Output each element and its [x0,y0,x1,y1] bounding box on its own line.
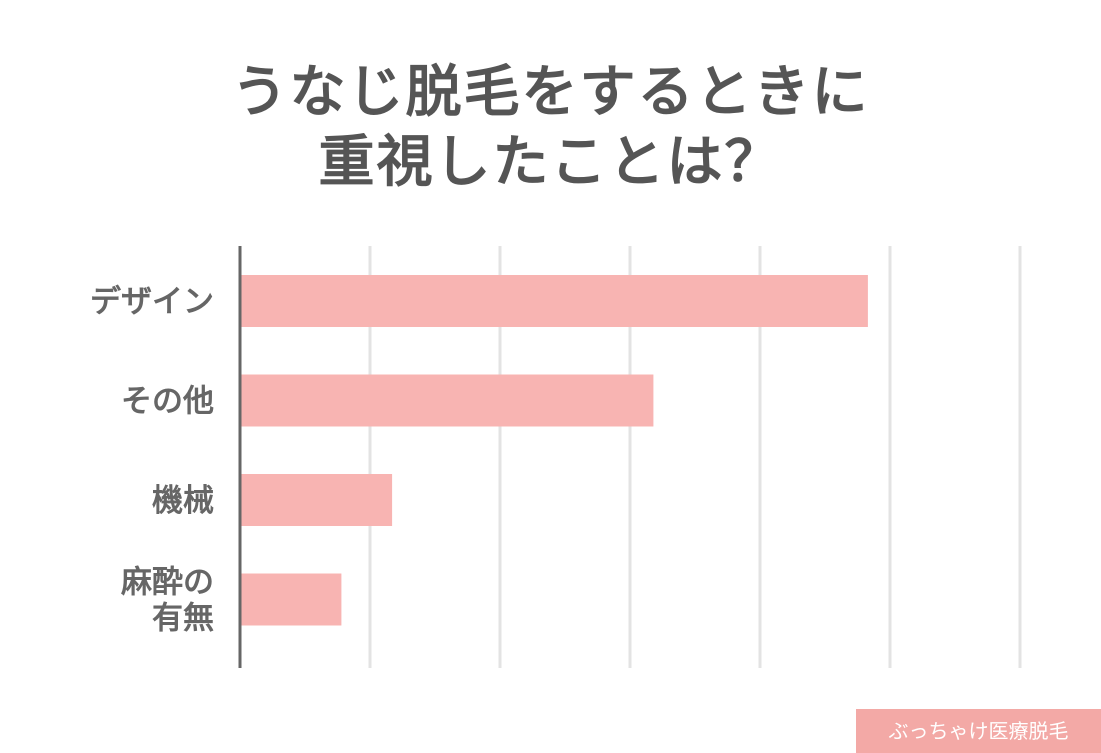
chart-title-line-2: 重視したことは？ [318,130,783,195]
bar [240,374,654,427]
bar [240,474,393,526]
category-label: 機械 [152,483,214,519]
source-badge: ぶっちゃけ医療脱毛 [856,709,1101,753]
category-label: 有無 [152,601,214,637]
category-label: デザイン [90,284,214,320]
bar [240,573,342,626]
chart-title-line-1: うなじ脱毛をするときに [231,60,870,125]
category-label: その他 [121,384,214,420]
category-label: 麻酔の [121,565,214,601]
bar [240,275,868,327]
chart-title: うなじ脱毛をするときに 重視したことは？ [0,58,1101,198]
